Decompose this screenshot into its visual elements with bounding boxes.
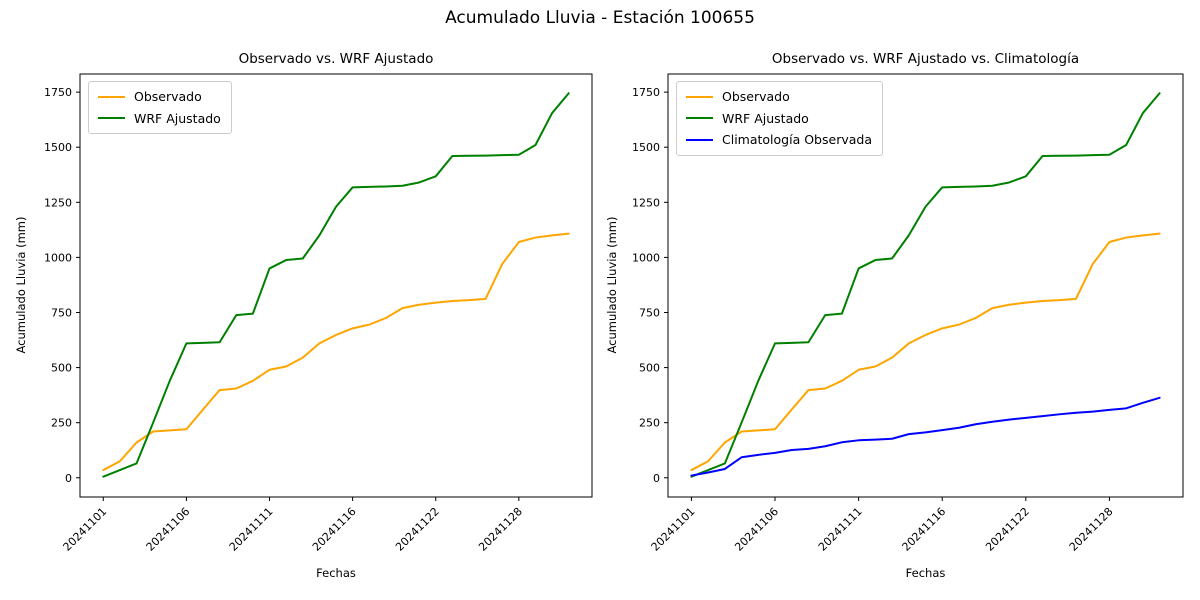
right-x-axis-label: Fechas <box>905 566 946 580</box>
figure-suptitle: Acumulado Lluvia - Estación 100655 <box>445 8 755 28</box>
x-tick-label: 20241106 <box>732 505 781 554</box>
legend-line-swatch-wrf-ajustado <box>686 117 713 120</box>
legend-line-swatch-observado <box>98 95 125 98</box>
legend-entry-climatolog-a-observada: Climatología Observada <box>686 132 872 148</box>
series-line-climatolog-a-observada <box>690 396 1161 477</box>
left-chart-legend: Observado WRF Ajustado <box>88 81 232 135</box>
right-plot-border <box>667 73 1184 498</box>
y-tick-label: 0 <box>65 472 72 485</box>
x-tick-label: 20241128 <box>1067 505 1116 554</box>
left-plot-border <box>79 73 593 498</box>
legend-line-swatch-wrf-ajustado <box>98 117 125 120</box>
legend-entry-observado: Observado <box>686 89 872 105</box>
x-tick-label: 20241128 <box>476 505 525 554</box>
legend-entry-observado: Observado <box>98 89 221 105</box>
legend-label: Climatología Observada <box>722 132 872 148</box>
series-line-wrf-ajustado <box>690 92 1161 478</box>
legend-entry-wrf-ajustado: WRF Ajustado <box>686 111 872 127</box>
x-tick-label: 20241122 <box>983 505 1032 554</box>
left-chart-title: Observado vs. WRF Ajustado <box>238 51 434 67</box>
y-tick-label: 1500 <box>632 141 660 154</box>
x-tick-label: 20241101 <box>61 505 110 554</box>
y-tick-label: 1500 <box>44 141 72 154</box>
y-tick-label: 750 <box>51 306 72 319</box>
legend-label: Observado <box>722 89 790 104</box>
x-tick-label: 20241111 <box>227 505 276 554</box>
legend-line-swatch-observado <box>686 95 713 98</box>
y-tick-label: 500 <box>639 362 660 375</box>
legend-line-swatch-climatolog-a-observada <box>686 139 713 142</box>
y-tick-label: 1000 <box>44 251 72 264</box>
series-line-observado <box>690 232 1161 472</box>
series-line-observado <box>102 232 570 472</box>
y-tick-label: 1250 <box>632 196 660 209</box>
y-tick-label: 750 <box>639 306 660 319</box>
left-plot: 0 250 500 750 1000 1250 1500 1750 20241101 202411… <box>44 73 593 554</box>
y-tick-label: 500 <box>51 362 72 375</box>
y-tick-label: 1750 <box>632 86 660 99</box>
y-tick-label: 250 <box>51 417 72 430</box>
x-tick-label: 20241116 <box>900 505 949 554</box>
x-tick-label: 20241101 <box>649 505 698 554</box>
y-tick-label: 250 <box>639 417 660 430</box>
legend-entry-wrf-ajustado: WRF Ajustado <box>98 111 221 127</box>
legend-label: WRF Ajustado <box>134 110 221 126</box>
left-x-axis-label: Fechas <box>316 566 356 580</box>
series-line-wrf-ajustado <box>102 92 570 478</box>
legend-label: Observado <box>134 89 202 104</box>
y-tick-label: 1250 <box>44 196 72 209</box>
x-tick-label: 20241122 <box>393 505 442 554</box>
legend-label: WRF Ajustado <box>722 110 809 126</box>
y-tick-label: 1000 <box>632 251 660 264</box>
y-tick-label: 0 <box>653 472 660 485</box>
y-tick-label: 1750 <box>44 86 72 99</box>
x-tick-label: 20241111 <box>816 505 865 554</box>
right-chart-title: Observado vs. WRF Ajustado vs. Climatolo… <box>771 51 1080 67</box>
x-tick-label: 20241116 <box>310 505 359 554</box>
x-tick-label: 20241106 <box>144 505 193 554</box>
right-chart-legend: Observado WRF Ajustado Climatología Observ… <box>676 81 883 156</box>
